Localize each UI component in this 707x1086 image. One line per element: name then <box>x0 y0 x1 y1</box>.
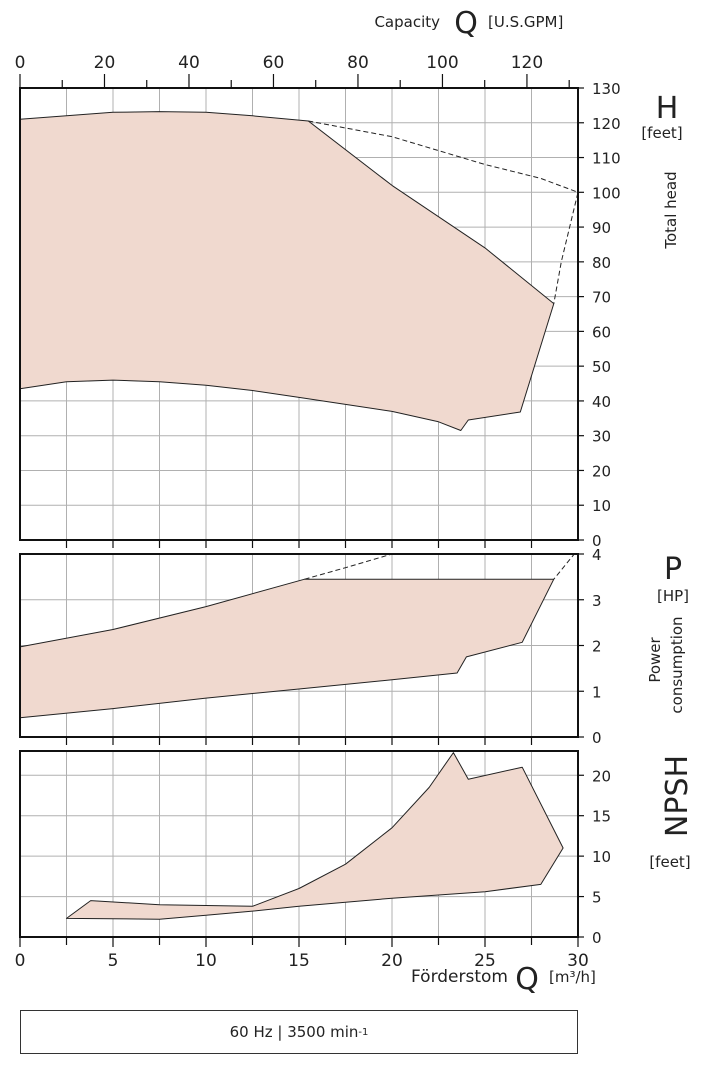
head-range-area <box>19 111 555 431</box>
head-ytick-label: 80 <box>592 254 611 272</box>
flow-xtick-label: 0 <box>15 951 26 971</box>
flow-xtick-label: 30 <box>567 951 589 971</box>
head-ytick-label: 130 <box>592 80 621 98</box>
flow-unit: [m³/h] <box>549 968 596 986</box>
head-ytick-label: 30 <box>592 428 611 446</box>
speed-info-box: 60 Hz | 3500 min -1 <box>20 1010 578 1054</box>
flow-xtick-label: 20 <box>381 951 403 971</box>
power-ytick-label: 2 <box>592 638 602 656</box>
head-axis-label: Total head <box>662 171 680 249</box>
head-ytick-label: 90 <box>592 219 611 237</box>
flow-label: Förderstom <box>411 967 508 987</box>
head-ytick-label: 40 <box>592 393 611 411</box>
speed-info-text: 60 Hz | 3500 min <box>229 1023 359 1041</box>
capacity-symbol: Q <box>454 6 478 41</box>
head-ytick-label: 100 <box>592 184 621 202</box>
speed-info-exponent: -1 <box>358 1026 369 1038</box>
npsh-range-area <box>66 752 564 920</box>
axis-layer: 0102030405060708090100110120130H[feet]To… <box>15 53 695 971</box>
npsh-symbol: NPSH <box>660 755 695 837</box>
head-symbol: H <box>656 91 679 126</box>
flow-xtick-label: 15 <box>288 951 310 971</box>
head-unit: [feet] <box>641 124 682 142</box>
power-ytick-label: 1 <box>592 683 602 701</box>
power-ytick-label: 3 <box>592 592 602 610</box>
capacity-label: Capacity <box>374 13 440 31</box>
power-axis-label-line1: Power <box>646 636 664 682</box>
npsh-ytick-label: 10 <box>592 848 611 866</box>
npsh-ytick-label: 0 <box>592 929 602 947</box>
npsh-unit: [feet] <box>649 853 690 871</box>
power-range-area <box>19 578 555 719</box>
flow-xtick-label: 5 <box>108 951 119 971</box>
gpm-tick-label: 20 <box>94 53 116 73</box>
power-axis-label-line2: consumption <box>668 616 686 713</box>
capacity-unit: [U.S.GPM] <box>488 13 563 31</box>
npsh-ytick-label: 5 <box>592 889 602 907</box>
gpm-tick-label: 60 <box>263 53 285 73</box>
npsh-ytick-label: 20 <box>592 767 611 785</box>
head-ytick-label: 110 <box>592 150 621 168</box>
head-ytick-label: 10 <box>592 497 611 515</box>
head-ytick-label: 120 <box>592 115 621 133</box>
area-layer <box>19 111 579 920</box>
power-ytick-label: 0 <box>592 729 602 747</box>
flow-xtick-label: 10 <box>195 951 217 971</box>
flow-xtick-label: 25 <box>474 951 496 971</box>
gpm-tick-label: 120 <box>511 53 543 73</box>
head-ytick-label: 60 <box>592 323 611 341</box>
npsh-ytick-label: 15 <box>592 808 611 826</box>
head-ytick-label: 70 <box>592 289 611 307</box>
power-ytick-label: 4 <box>592 546 602 564</box>
power-symbol: P <box>664 552 682 587</box>
head-ytick-label: 0 <box>592 532 602 550</box>
gpm-tick-label: 40 <box>178 53 200 73</box>
gpm-tick-label: 0 <box>15 53 26 73</box>
head-ytick-label: 20 <box>592 462 611 480</box>
head-ytick-label: 50 <box>592 358 611 376</box>
power-unit: [HP] <box>657 587 689 605</box>
flow-symbol: Q <box>515 962 539 997</box>
gpm-tick-label: 80 <box>347 53 369 73</box>
gpm-tick-label: 100 <box>426 53 458 73</box>
